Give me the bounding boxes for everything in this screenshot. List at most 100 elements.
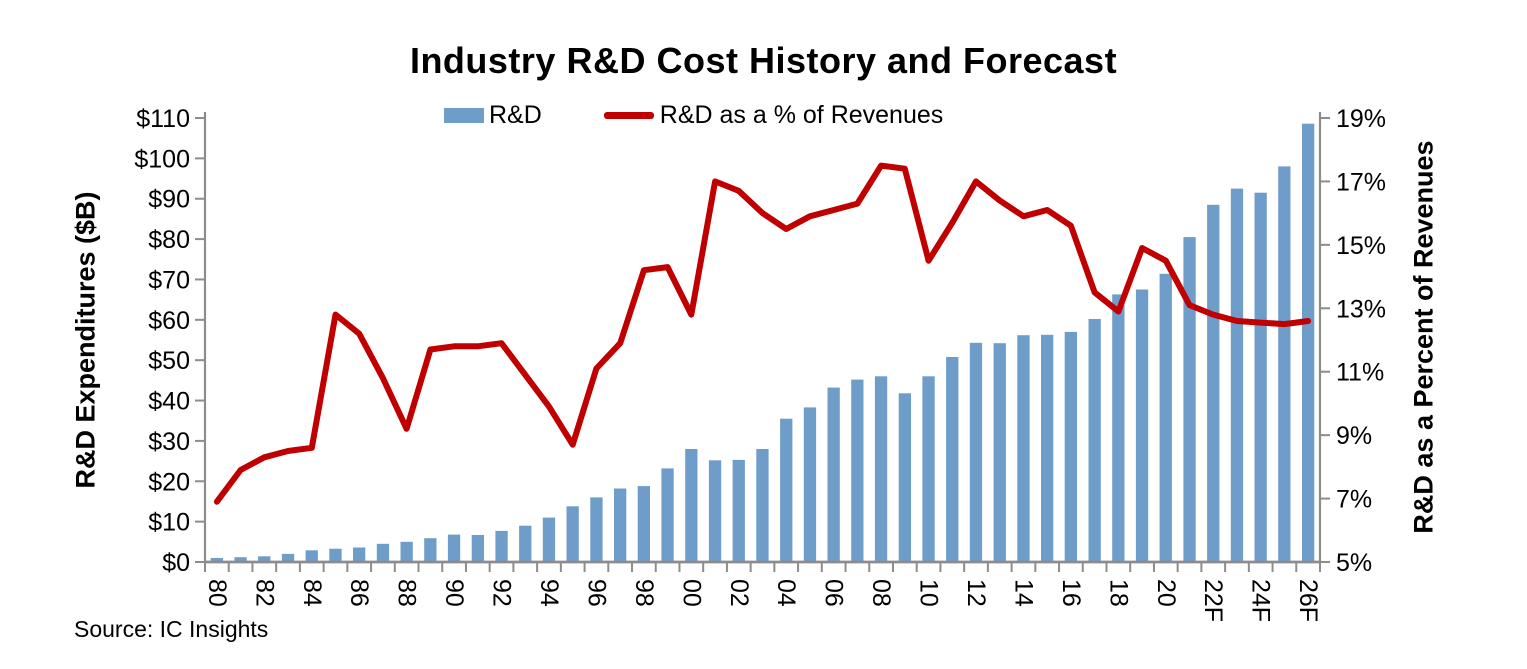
- left-axis-tick-label: $70: [148, 266, 190, 294]
- bar-1999: [661, 468, 674, 562]
- right-axis-tick-label: 11%: [1336, 359, 1384, 387]
- bar-2004: [780, 418, 793, 562]
- x-axis-tick-label: 12: [962, 579, 990, 607]
- bar-1995: [566, 506, 579, 562]
- left-axis-tick-label: $110: [136, 105, 190, 133]
- x-axis-tick-label: 14: [1010, 579, 1038, 607]
- x-axis-tick-label: 92: [488, 579, 516, 607]
- bar-1980: [210, 558, 223, 562]
- legend-bar-swatch-icon: [444, 108, 484, 123]
- x-axis-tick-label: 24F: [1247, 579, 1275, 622]
- bar-2016: [1064, 331, 1077, 562]
- bar-2005: [803, 407, 817, 562]
- legend: R&D R&D as a % of Revenues: [444, 101, 943, 130]
- chart-title: Industry R&D Cost History and Forecast: [409, 40, 1118, 81]
- legend-item-rd-percent: R&D as a % of Revenues: [603, 101, 944, 130]
- bar-1997: [614, 488, 627, 562]
- bar-1993: [519, 525, 532, 562]
- x-axis-tick-label: 02: [725, 579, 753, 607]
- bar-2022: [1207, 204, 1220, 563]
- bar-2019: [1135, 289, 1149, 562]
- bar-1981: [234, 557, 247, 562]
- bar-1988: [400, 541, 413, 562]
- x-axis-tick-label: 26F: [1294, 579, 1322, 622]
- x-axis-tick-label: 94: [535, 579, 563, 607]
- bar-1982: [258, 556, 271, 562]
- right-axis-tick-label: 15%: [1336, 232, 1386, 260]
- right-axis-tick-label: 7%: [1336, 486, 1372, 514]
- bar-2007: [851, 379, 864, 562]
- bar-1996: [590, 497, 603, 562]
- bar-1987: [376, 543, 390, 562]
- bar-1984: [305, 550, 318, 562]
- bar-2021: [1183, 237, 1196, 562]
- bar-2024: [1254, 192, 1267, 562]
- legend-line-swatch-icon: [603, 112, 654, 119]
- left-axis-tick-label: $20: [148, 468, 190, 496]
- x-axis-tick-label: 86: [345, 579, 373, 607]
- bar-2013: [993, 343, 1006, 562]
- bar-2008: [874, 376, 888, 562]
- bar-2014: [1017, 335, 1030, 562]
- bar-1986: [353, 547, 366, 562]
- rd-bars-series: [210, 123, 1315, 563]
- right-axis-tick-label: 9%: [1336, 422, 1372, 450]
- left-axis-tick-label: $100: [134, 145, 190, 173]
- x-axis-tick-label: 88: [393, 579, 421, 607]
- bar-1991: [471, 535, 484, 562]
- x-axis-tick-label: 82: [250, 579, 278, 607]
- bar-2000: [685, 449, 698, 562]
- bar-1983: [281, 553, 295, 562]
- right-axis-tick-label: 19%: [1336, 105, 1386, 133]
- legend-item-rd: R&D: [444, 101, 542, 130]
- bar-2011: [946, 357, 959, 562]
- rd-percent-line: [213, 162, 1312, 505]
- x-axis-tick-label: 98: [630, 579, 658, 607]
- x-axis-tick-label: 00: [677, 579, 705, 607]
- x-axis-tick-label: 16: [1057, 579, 1085, 607]
- bar-2006: [827, 387, 840, 562]
- x-axis-tick-label: 22F: [1199, 579, 1227, 622]
- x-axis-tick-label: 06: [820, 579, 848, 607]
- x-axis-tick-label: 84: [298, 579, 326, 607]
- x-axis-tick-label: 04: [772, 579, 800, 607]
- bar-2003: [756, 449, 769, 562]
- bar-1985: [329, 548, 342, 562]
- left-axis-tick-label: $0: [162, 549, 190, 577]
- bar-2009: [898, 393, 911, 562]
- x-axis-tick-label: 90: [440, 579, 468, 607]
- left-axis-tick-label: $60: [148, 307, 190, 335]
- bar-2015: [1041, 334, 1054, 562]
- left-axis-tick-label: $10: [148, 509, 190, 537]
- bar-1998: [637, 486, 650, 562]
- bar-2017: [1088, 319, 1101, 562]
- left-axis-tick-label: $40: [148, 388, 190, 416]
- source-note: Source: IC Insights: [74, 616, 269, 642]
- x-axis-tick-label: 80: [203, 579, 231, 607]
- right-axis-tick-label: 17%: [1336, 168, 1386, 196]
- bar-2001: [708, 460, 722, 562]
- legend-label-rd: R&D: [489, 101, 542, 129]
- bar-2020: [1159, 273, 1172, 562]
- x-axis-tick-label: 18: [1104, 579, 1132, 607]
- bar-1990: [447, 534, 461, 562]
- bar-1989: [424, 538, 437, 562]
- left-axis-tick-label: $50: [148, 347, 190, 375]
- bar-2025: [1278, 166, 1291, 562]
- x-axis-tick-label: 08: [867, 579, 895, 607]
- x-axis-tick-label: 20: [1152, 579, 1180, 607]
- bar-2023: [1230, 188, 1244, 562]
- axes: $0 $10 $20 $30 $40 $50 $60 $70 $80 $90 $100 $110 5% 7…: [134, 105, 1386, 622]
- bar-1994: [542, 517, 556, 562]
- right-axis-tick-label: 5%: [1336, 549, 1372, 577]
- x-axis-tick-label: 10: [915, 579, 943, 607]
- bar-1992: [495, 530, 508, 562]
- bar-2010: [922, 376, 935, 562]
- left-axis-tick-label: $90: [148, 186, 190, 214]
- x-axis-tick-label: 96: [582, 579, 610, 607]
- bar-2002: [732, 459, 745, 562]
- left-axis-tick-label: $80: [148, 226, 190, 254]
- legend-label-rd-percent: R&D as a % of Revenues: [659, 101, 944, 129]
